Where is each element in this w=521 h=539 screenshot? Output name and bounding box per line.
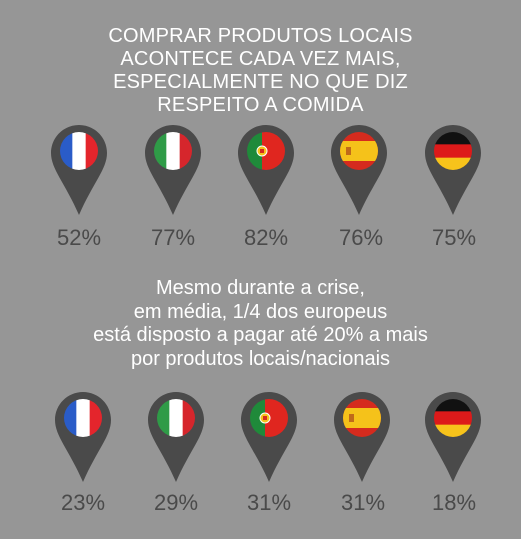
headline: COMPRAR PRODUTOS LOCAIS ACONTECE CADA VE… bbox=[0, 25, 521, 117]
subheadline-line: Mesmo durante a crise, bbox=[156, 277, 365, 299]
headline-line: ACONTECE CADA VEZ MAIS, bbox=[120, 48, 401, 70]
subheadline-line: por produtos locais/nacionais bbox=[130, 347, 391, 370]
france-flag-icon bbox=[60, 132, 98, 170]
italy-flag-icon bbox=[154, 132, 192, 170]
france-percentage: 23% bbox=[60, 490, 106, 515]
portugal-flag-icon bbox=[247, 132, 285, 170]
portugal-flag-icon bbox=[250, 399, 288, 437]
spain-flag-icon bbox=[340, 132, 378, 170]
germany-pin-icon bbox=[425, 392, 481, 484]
france-pin-icon bbox=[51, 125, 107, 217]
germany-percentage: 18% bbox=[431, 490, 477, 515]
subheadline-line: está disposto a pagar até 20% a mais bbox=[93, 324, 428, 346]
spain-pin-icon bbox=[331, 125, 387, 217]
france-percentage: 52% bbox=[56, 225, 102, 250]
spain-flag-icon bbox=[343, 399, 381, 437]
france-flag-icon bbox=[64, 399, 102, 437]
headline-line: RESPEITO A COMIDA bbox=[157, 94, 364, 116]
subheadline-line: em média, 1/4 dos europeus bbox=[133, 300, 388, 323]
spain-percentage: 31% bbox=[340, 490, 386, 515]
headline-line: ESPECIALMENTE NO QUE DIZ bbox=[113, 71, 408, 93]
italy-percentage: 77% bbox=[150, 225, 196, 250]
headline-line: COMPRAR PRODUTOS LOCAIS bbox=[108, 25, 413, 47]
portugal-pin-icon bbox=[241, 392, 297, 484]
germany-flag-icon bbox=[434, 132, 472, 170]
portugal-percentage: 31% bbox=[246, 490, 292, 515]
second-stats-row: 23% 29% 31% 31% 18% bbox=[0, 392, 521, 522]
italy-percentage: 29% bbox=[153, 490, 199, 515]
subheadline: Mesmo durante a crise, em média, 1/4 dos… bbox=[0, 277, 521, 371]
france-pin-icon bbox=[55, 392, 111, 484]
italy-pin-icon bbox=[148, 392, 204, 484]
spain-percentage: 76% bbox=[338, 225, 384, 250]
italy-pin-icon bbox=[145, 125, 201, 217]
portugal-percentage: 82% bbox=[243, 225, 289, 250]
spain-pin-icon bbox=[334, 392, 390, 484]
portugal-pin-icon bbox=[238, 125, 294, 217]
germany-flag-icon bbox=[434, 399, 472, 437]
germany-pin-icon bbox=[425, 125, 481, 217]
first-stats-row: 52% 77% 82% 76% 75% bbox=[0, 125, 521, 255]
germany-percentage: 75% bbox=[431, 225, 477, 250]
italy-flag-icon bbox=[157, 399, 195, 437]
